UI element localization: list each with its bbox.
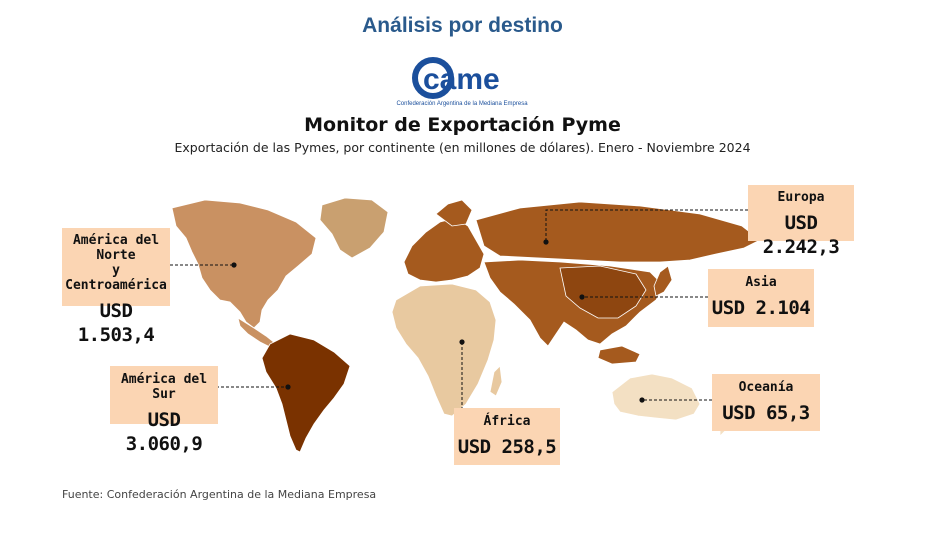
monitor-title: Monitor de Exportación Pyme [304,114,621,136]
label-south-america-name: América del Sur [120,372,208,402]
marker-south-america [285,384,291,390]
label-africa-name: África [483,414,531,429]
label-oceania: Oceanía USD 65,3 [712,374,820,431]
label-africa: África USD 258,5 [454,408,560,465]
region-japan [653,265,673,297]
label-europe-name: Europa [777,190,825,205]
leader-europe [545,209,748,242]
marker-asia [579,294,585,300]
region-scandinavia [435,199,473,227]
region-north-asia [475,201,761,263]
marker-oceania [639,397,645,403]
region-oceania [611,373,701,421]
label-south-america-value: USD 3.060,9 [125,409,203,455]
came-logo: came [412,57,500,99]
label-north-america-value: USD 1.503,4 [77,300,155,346]
label-south-america: América del Sur USD 3.060,9 [110,366,218,455]
region-madagascar [489,365,503,397]
marker-africa [459,339,465,345]
marker-north-america [231,262,237,268]
marker-europe [543,239,549,245]
label-north-america-name-1: América del Norte [72,233,160,263]
region-europe [403,217,485,283]
label-europe: Europa USD 2.242,3 [748,185,854,258]
label-europe-value: USD 2.242,3 [762,212,840,258]
label-asia-value: USD 2.104 [711,297,811,319]
label-africa-value: USD 258,5 [457,436,557,458]
monitor-subtitle: Exportación de las Pymes, por continente… [174,140,751,155]
region-china [559,265,647,319]
label-oceania-name: Oceanía [738,380,794,395]
label-north-america: América del Norte y Centroamérica USD 1.… [62,228,170,346]
region-southeast-asia [597,345,641,365]
label-asia-name: Asia [745,275,777,290]
page-heading: Análisis por destino [362,14,563,37]
region-south-america [261,333,351,453]
logo-caption: Confederación Argentina de la Mediana Em… [396,101,528,107]
label-north-america-name-2: y Centroamérica [65,263,167,293]
region-africa [391,283,497,417]
label-oceania-value: USD 65,3 [722,402,810,424]
region-north-america [171,199,317,329]
region-greenland [319,197,389,259]
label-asia: Asia USD 2.104 [708,269,814,327]
logo-text: came [423,63,500,96]
source-note: Fuente: Confederación Argentina de la Me… [62,488,377,501]
